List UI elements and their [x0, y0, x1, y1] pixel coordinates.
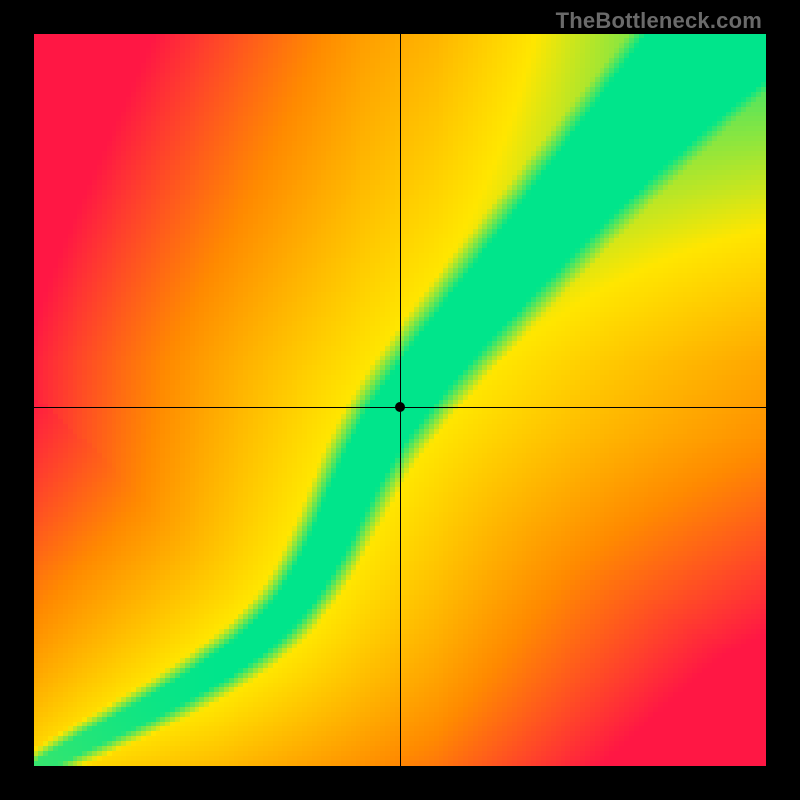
watermark-text: TheBottleneck.com [556, 8, 762, 34]
crosshair-vertical [400, 34, 401, 766]
plot-frame [34, 34, 766, 766]
crosshair-marker [395, 402, 405, 412]
